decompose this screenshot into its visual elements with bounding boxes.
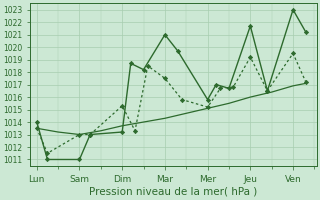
X-axis label: Pression niveau de la mer( hPa ): Pression niveau de la mer( hPa ) xyxy=(89,187,258,197)
